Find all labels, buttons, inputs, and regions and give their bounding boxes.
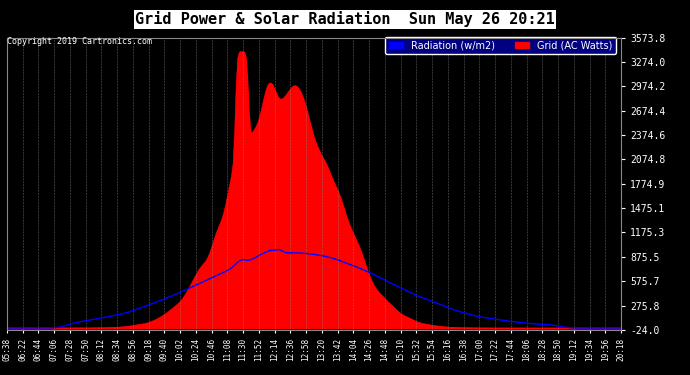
- Text: Copyright 2019 Cartronics.com: Copyright 2019 Cartronics.com: [7, 38, 152, 46]
- Text: Grid Power & Solar Radiation  Sun May 26 20:21: Grid Power & Solar Radiation Sun May 26 …: [135, 11, 555, 27]
- Legend: Radiation (w/m2), Grid (AC Watts): Radiation (w/m2), Grid (AC Watts): [385, 36, 616, 54]
